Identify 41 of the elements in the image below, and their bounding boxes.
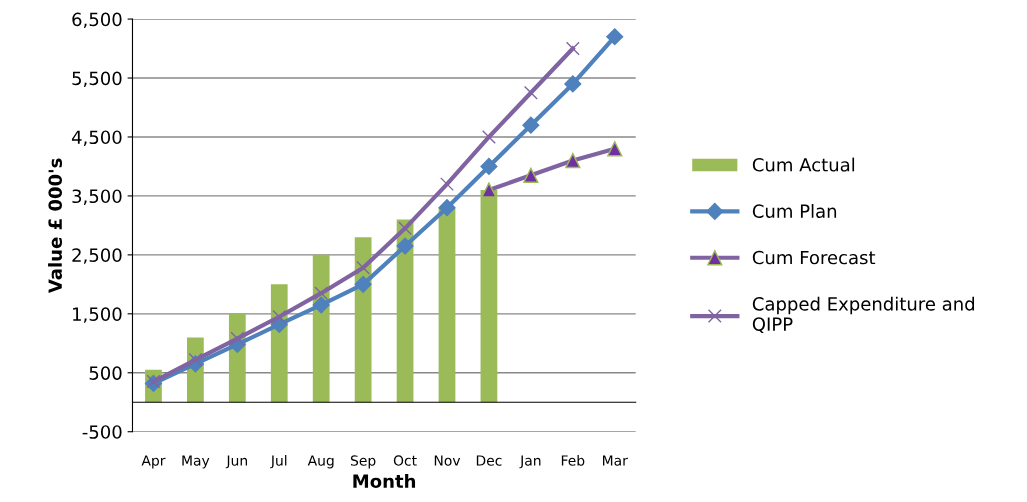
x-tick-label: Nov [434, 455, 461, 466]
legend-label: Cum Forecast [752, 250, 876, 265]
point [564, 75, 582, 93]
x-axis-title: Month [353, 474, 416, 488]
point [522, 116, 540, 134]
point [354, 275, 372, 293]
legend-label: Cum Actual [752, 157, 855, 172]
point [314, 286, 329, 301]
point [188, 352, 203, 367]
y-tick-label: 3,500 [72, 189, 122, 205]
legend-label: Capped Expenditure and QIPP [752, 296, 975, 333]
y-axis-title: Value £ 000's [48, 158, 63, 294]
legend-label: Cum Plan [752, 204, 837, 218]
bar [438, 207, 456, 403]
x-tick-label: Jan [519, 455, 541, 469]
point [230, 331, 245, 346]
point [606, 28, 624, 46]
y-tick-label: 500 [89, 366, 122, 380]
point [565, 41, 580, 56]
y-tick-label: 5,500 [72, 71, 122, 87]
x-tick-label: Jun [225, 455, 247, 469]
point [356, 260, 371, 275]
x-tick-label: Apr [141, 455, 166, 469]
point [396, 237, 414, 255]
y-tick-label: 1,500 [73, 307, 122, 323]
x-tick-label: Jul [270, 455, 287, 469]
y-tick-label: 4,500 [71, 130, 122, 146]
point [272, 309, 287, 324]
point [438, 199, 456, 217]
y-tick-label: 6,500 [72, 12, 122, 29]
x-tick-label: May [182, 455, 210, 469]
point [312, 296, 330, 314]
x-tick-label: Feb [561, 455, 585, 466]
point [480, 157, 498, 176]
y-tick-label: -500 [82, 425, 122, 439]
x-tick-label: Dec [476, 455, 502, 466]
y-tick-label: 2,500 [72, 248, 122, 264]
x-tick-label: Aug [307, 455, 334, 469]
x-tick-label: Oct [393, 455, 417, 466]
x-tick-label: Sep [350, 455, 376, 469]
x-tick-label: Mar [603, 455, 628, 466]
